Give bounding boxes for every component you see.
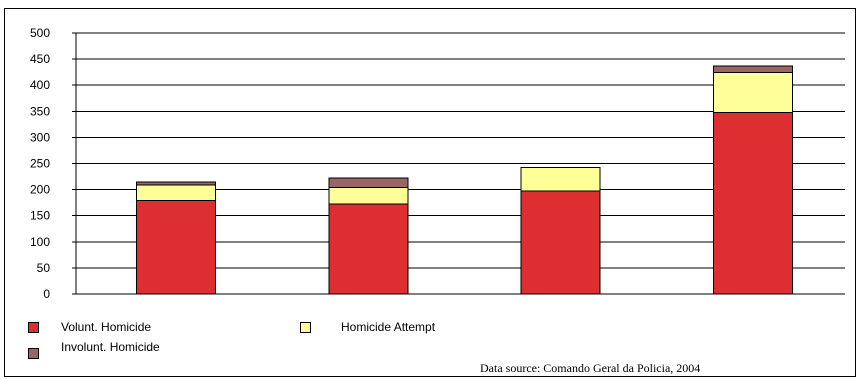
legend-swatch-homicide-attempt <box>300 321 311 333</box>
y-tick-label: 400 <box>30 78 50 92</box>
y-tick-label: 0 <box>43 287 50 301</box>
bar-segment-volunt-homicide <box>136 200 217 295</box>
bar-segment-involunt-homicide <box>136 181 217 186</box>
legend-label-involunt-homicide: Involunt. Homicide <box>61 340 160 354</box>
y-tick-label: 200 <box>30 183 50 197</box>
legend-swatch-volunt-homicide <box>28 321 39 333</box>
y-tick-label: 50 <box>37 261 51 275</box>
y-tick-label: 100 <box>30 235 50 249</box>
data-source-note: Data source: Comando Geral da Policia, 2… <box>480 361 701 375</box>
legend-label-homicide-attempt: Homicide Attempt <box>341 320 436 334</box>
bar-segment-involunt-homicide <box>712 65 793 74</box>
bar-segment-involunt-homicide <box>328 177 409 189</box>
bar-segment-homicide-attempt <box>712 72 793 113</box>
bar-segment-homicide-attempt <box>136 184 217 202</box>
bar-segment-volunt-homicide <box>328 203 409 295</box>
legend-item-volunt-homicide: Volunt. Homicide <box>28 320 151 334</box>
legend-item-homicide-attempt: Homicide Attempt <box>300 320 435 334</box>
bar-segment-volunt-homicide <box>712 111 793 295</box>
y-tick-label: 250 <box>30 157 50 171</box>
bars <box>136 65 793 295</box>
y-tick-label: 450 <box>30 52 50 66</box>
legend-label-volunt-homicide: Volunt. Homicide <box>61 320 152 334</box>
y-axis-ticks: 0 50 100 150 200 250 300 350 400 450 500 <box>30 26 76 301</box>
legend-swatch-involunt-homicide <box>28 347 39 359</box>
legend-item-involunt-homicide: Involunt. Homicide <box>28 340 160 360</box>
bar-segment-volunt-homicide <box>520 190 601 295</box>
y-tick-label: 300 <box>30 130 50 144</box>
bar-segment-homicide-attempt <box>328 187 409 205</box>
bar-segment-homicide-attempt <box>520 167 601 192</box>
y-tick-label: 350 <box>30 104 50 118</box>
y-tick-label: 150 <box>30 209 50 223</box>
y-tick-label: 500 <box>30 26 50 40</box>
